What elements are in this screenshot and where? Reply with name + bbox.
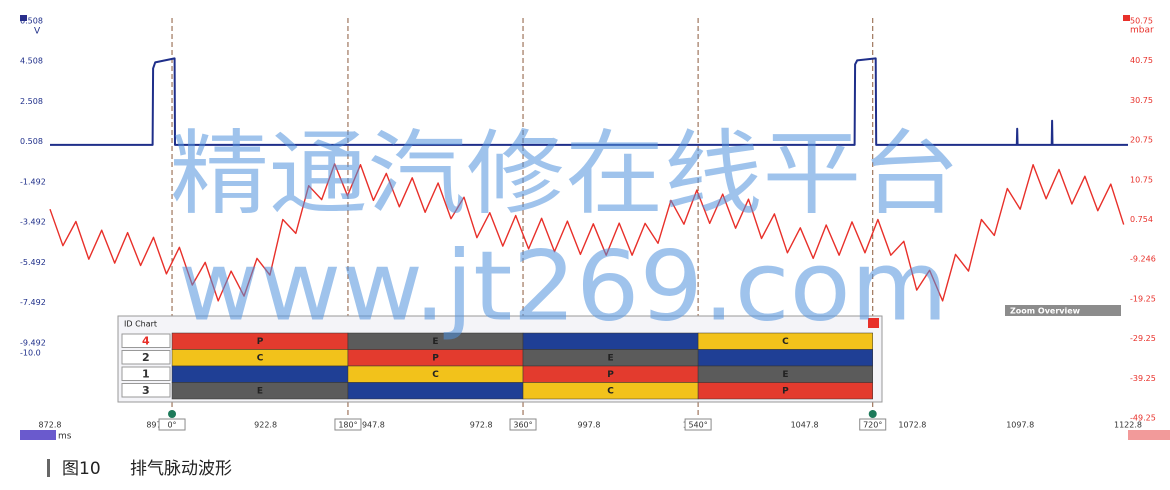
crank-label: 0° bbox=[167, 421, 176, 430]
y2-tick-label: 10.75 bbox=[1130, 175, 1153, 184]
y2-tick-label: -49.25 bbox=[1130, 414, 1156, 423]
y2-tick-label: -39.25 bbox=[1130, 374, 1156, 383]
y2-tick-label: 20.75 bbox=[1130, 136, 1153, 145]
x-tick-label: 972.8 bbox=[470, 421, 493, 430]
x-tick-label: 872.8 bbox=[39, 421, 62, 430]
y2-tick-label: 50.75 bbox=[1130, 17, 1153, 26]
x-tick-label: 997.8 bbox=[578, 421, 601, 430]
phase-label: C bbox=[607, 386, 614, 396]
crank-label-box bbox=[509, 418, 537, 431]
caption-bar bbox=[47, 459, 50, 477]
crank-label-box bbox=[684, 418, 712, 431]
y-tick-label: 2.508 bbox=[20, 97, 43, 106]
y-tick-label: -9.492 bbox=[20, 338, 46, 347]
crank-label-box bbox=[859, 418, 887, 431]
caption-figure: 图10 bbox=[62, 459, 101, 479]
phase-label: C bbox=[257, 353, 264, 363]
y-tick-label: 6.508 bbox=[20, 17, 43, 26]
crank-label: 180° bbox=[338, 421, 357, 430]
x-tick-label: 1097.8 bbox=[1006, 421, 1034, 430]
y-tick-label: -10.0 bbox=[20, 349, 41, 358]
y-tick-label: 0.508 bbox=[20, 137, 43, 146]
x-unit: ms bbox=[58, 432, 72, 442]
phase-cell bbox=[697, 349, 873, 367]
phase-label: P bbox=[432, 353, 439, 363]
phase-label: P bbox=[257, 337, 264, 347]
row-label-box bbox=[121, 383, 171, 398]
caption-text: 排气脉动波形 bbox=[130, 459, 232, 479]
close-button[interactable] bbox=[868, 318, 879, 328]
plot: 6.508 4.508 2.508 0.508 -1.492 -3.492 -5.492 -7… bbox=[20, 17, 1156, 431]
phase-cell bbox=[171, 365, 349, 383]
y-tick-label: -1.492 bbox=[20, 177, 46, 186]
phase-label: E bbox=[607, 353, 613, 363]
y-tick-label: 4.508 bbox=[20, 57, 43, 66]
row-label-box bbox=[121, 366, 171, 381]
series-line bbox=[49, 163, 1125, 302]
x-unit-box bbox=[20, 430, 56, 440]
phase-cell bbox=[697, 382, 873, 400]
x-tick-label: 947.8 bbox=[362, 421, 385, 430]
y2-tick-label: 0.754 bbox=[1130, 215, 1153, 224]
row-label: 1 bbox=[142, 367, 150, 380]
crank-dot bbox=[868, 410, 877, 418]
crank-label: 540° bbox=[688, 421, 707, 430]
y2-tick-label: -9.246 bbox=[1130, 255, 1156, 264]
y-tick-label: -3.492 bbox=[20, 218, 46, 227]
phase-label: P bbox=[782, 386, 789, 396]
y2-tick-label: -19.25 bbox=[1130, 294, 1156, 303]
zoom-overview-label: Zoom Overview bbox=[1010, 307, 1081, 316]
zoom-overview-bar bbox=[1005, 305, 1121, 316]
row-label: 4 bbox=[142, 334, 150, 347]
y2-tick-label: -29.25 bbox=[1130, 334, 1156, 343]
phase-label: E bbox=[257, 386, 263, 396]
phase-label: C bbox=[782, 337, 789, 347]
row-label: 2 bbox=[142, 351, 150, 364]
row-label-box bbox=[121, 333, 171, 348]
zoom-overview[interactable]: Zoom Overview bbox=[1005, 305, 1121, 316]
crank-label: 360° bbox=[513, 421, 532, 430]
crank-label: 720° bbox=[863, 421, 882, 430]
phase-label: E bbox=[782, 370, 788, 380]
channel-marker bbox=[1123, 15, 1130, 21]
y-tick-label: -5.492 bbox=[20, 258, 46, 267]
x-tick-label: 922.8 bbox=[254, 421, 277, 430]
watermark-text: 精通汽修在线平台 bbox=[170, 120, 960, 227]
x-tick-label: 1122.8 bbox=[1114, 421, 1142, 430]
crank-dot bbox=[168, 410, 177, 418]
watermark-url: www.jt269.com bbox=[178, 230, 948, 342]
row-label: 3 bbox=[142, 384, 150, 397]
row-label-box bbox=[121, 350, 171, 365]
crank-label-box bbox=[158, 418, 186, 431]
id-chart: ID Chart 4 P E C2 C P E1 C P E3 E C P bbox=[117, 315, 883, 403]
x-end-box bbox=[1128, 430, 1170, 440]
y-tick-label: -7.492 bbox=[20, 298, 46, 307]
x-tick-label: 1047.8 bbox=[791, 421, 819, 430]
phase-label: E bbox=[432, 337, 438, 347]
crank-label-box bbox=[334, 418, 362, 431]
channel-marker bbox=[20, 15, 27, 21]
phase-label: C bbox=[432, 370, 439, 380]
phase-label: P bbox=[607, 370, 614, 380]
series-line bbox=[50, 57, 1128, 146]
phase-cell bbox=[347, 382, 524, 400]
y2-unit: mbar bbox=[1130, 26, 1154, 36]
id-chart-title: ID Chart bbox=[124, 320, 157, 329]
x-tick-label: 897.8 bbox=[146, 421, 169, 430]
y2-tick-label: 30.75 bbox=[1130, 96, 1153, 105]
y2-tick-label: 40.75 bbox=[1130, 56, 1153, 65]
x-tick-label: 1072.8 bbox=[898, 421, 926, 430]
y-unit: V bbox=[34, 27, 41, 37]
watermark: 精通汽修在线平台 www.jt269.com bbox=[170, 120, 960, 342]
